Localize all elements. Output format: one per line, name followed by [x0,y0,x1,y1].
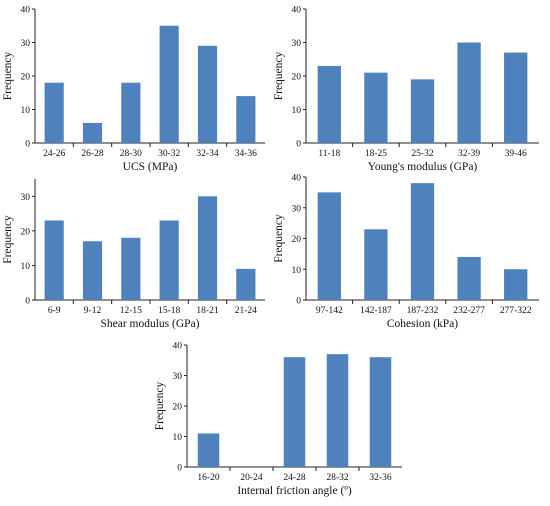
x-tick-label: 187-232 [407,306,439,316]
bar [369,357,392,467]
bar [197,433,220,467]
y-tick-label: 10 [292,266,302,276]
y-tick-label: 30 [173,372,183,382]
x-axis-title: Cohesion (kPa) [387,318,458,330]
x-tick-label: 6-9 [48,306,61,316]
bar [410,79,435,143]
bar [364,72,388,143]
bar [44,82,64,143]
x-axis-title: Internal friction angle (º) [237,485,352,497]
x-tick-label: 142-187 [360,306,392,316]
x-tick-label: 32-36 [369,473,391,483]
x-tick-label: 9-12 [84,306,102,316]
bar [457,42,481,143]
y-tick-label: 0 [25,140,30,150]
panel-shear-modulus: 0 10 20 30 6-9 9-12 12-15 15-18 18-21 21-24 Shear … [2,179,265,330]
x-tick-label: 34-36 [235,149,257,159]
x-tick-label: 232-277 [453,306,485,316]
bar [197,45,218,143]
y-tick-label: 20 [173,403,183,413]
y-tick-label: 10 [292,106,302,116]
x-tick-label: 25-32 [411,149,433,159]
bar [457,256,481,300]
y-tick-label: 20 [292,235,302,245]
bar [159,25,179,143]
y-axis-title: Frequency [273,214,285,263]
bar [317,192,341,300]
bar [504,52,528,143]
y-axis-title: Frequency [154,381,166,430]
x-tick-label: 12-15 [120,306,142,316]
y-axis-title: Frequency [273,51,285,100]
x-tick-label: 15-18 [158,306,180,316]
bar [236,268,256,300]
y-tick-label: 20 [21,227,31,237]
y-tick-label: 30 [21,193,31,203]
y-tick-label: 40 [173,342,183,352]
x-tick-label: 24-26 [43,149,65,159]
bar [197,196,218,300]
y-tick-label: 0 [296,140,301,150]
x-tick-label: 97-142 [316,306,343,316]
bar [236,96,256,143]
x-tick-label: 18-25 [365,149,387,159]
bar [121,82,141,143]
x-tick-label: 20-24 [240,473,262,483]
x-tick-label: 32-39 [458,149,480,159]
x-tick-label: 18-21 [196,306,218,316]
x-tick-label: 21-24 [235,306,257,316]
bar [364,229,388,300]
x-tick-label: 11-18 [318,149,340,159]
y-tick-label: 0 [25,297,30,307]
bar [283,357,306,467]
y-tick-label: 40 [21,6,31,16]
x-axis-title: Young's modulus (GPa) [368,161,478,173]
bar [326,354,349,467]
y-axis-title: Frequency [2,215,14,264]
x-tick-label: 16-20 [197,473,219,483]
panel-youngs-modulus: 0 10 20 30 40 11-18 18-25 25-32 32-39 39-46 Young'… [273,6,539,173]
y-tick-label: 40 [292,6,302,16]
panel-internal-friction-angle: 0 10 20 30 40 16-20 20-24 24-28 28-32 32-36 Intern… [154,342,402,497]
bar [44,220,64,300]
x-tick-label: 24-28 [283,473,305,483]
y-tick-label: 30 [21,39,31,49]
bar [159,220,179,300]
y-tick-label: 10 [21,262,31,272]
x-tick-label: 26-28 [81,149,103,159]
y-axis-title: Frequency [2,51,14,100]
x-tick-label: 39-46 [505,149,527,159]
x-tick-label: 277-322 [500,306,532,316]
panel-cohesion: 0 10 20 30 40 97-142 142-187 187-232 232-277 277-… [273,174,539,330]
y-tick-label: 10 [21,106,31,116]
x-tick-label: 28-30 [120,149,142,159]
x-tick-label: 30-32 [158,149,180,159]
x-tick-label: 32-34 [196,149,218,159]
y-tick-label: 10 [173,433,183,443]
y-tick-label: 40 [292,174,302,184]
bar [82,241,103,300]
y-tick-label: 0 [296,297,301,307]
bar [317,65,341,143]
y-tick-label: 30 [292,204,302,214]
bar [121,237,141,300]
x-axis-title: UCS (MPa) [123,161,178,173]
y-tick-label: 20 [21,73,31,83]
y-tick-label: 20 [292,73,302,83]
x-axis-title: Shear modulus (GPa) [100,318,199,330]
x-tick-label: 28-32 [326,473,348,483]
y-tick-label: 30 [292,39,302,49]
bar [410,183,435,300]
bar [82,122,103,143]
bar [504,269,528,300]
panel-ucs: 0 10 20 30 40 24-26 26-28 28-30 30-32 32-34 34-36 U… [2,6,265,173]
y-tick-label: 0 [177,464,182,474]
